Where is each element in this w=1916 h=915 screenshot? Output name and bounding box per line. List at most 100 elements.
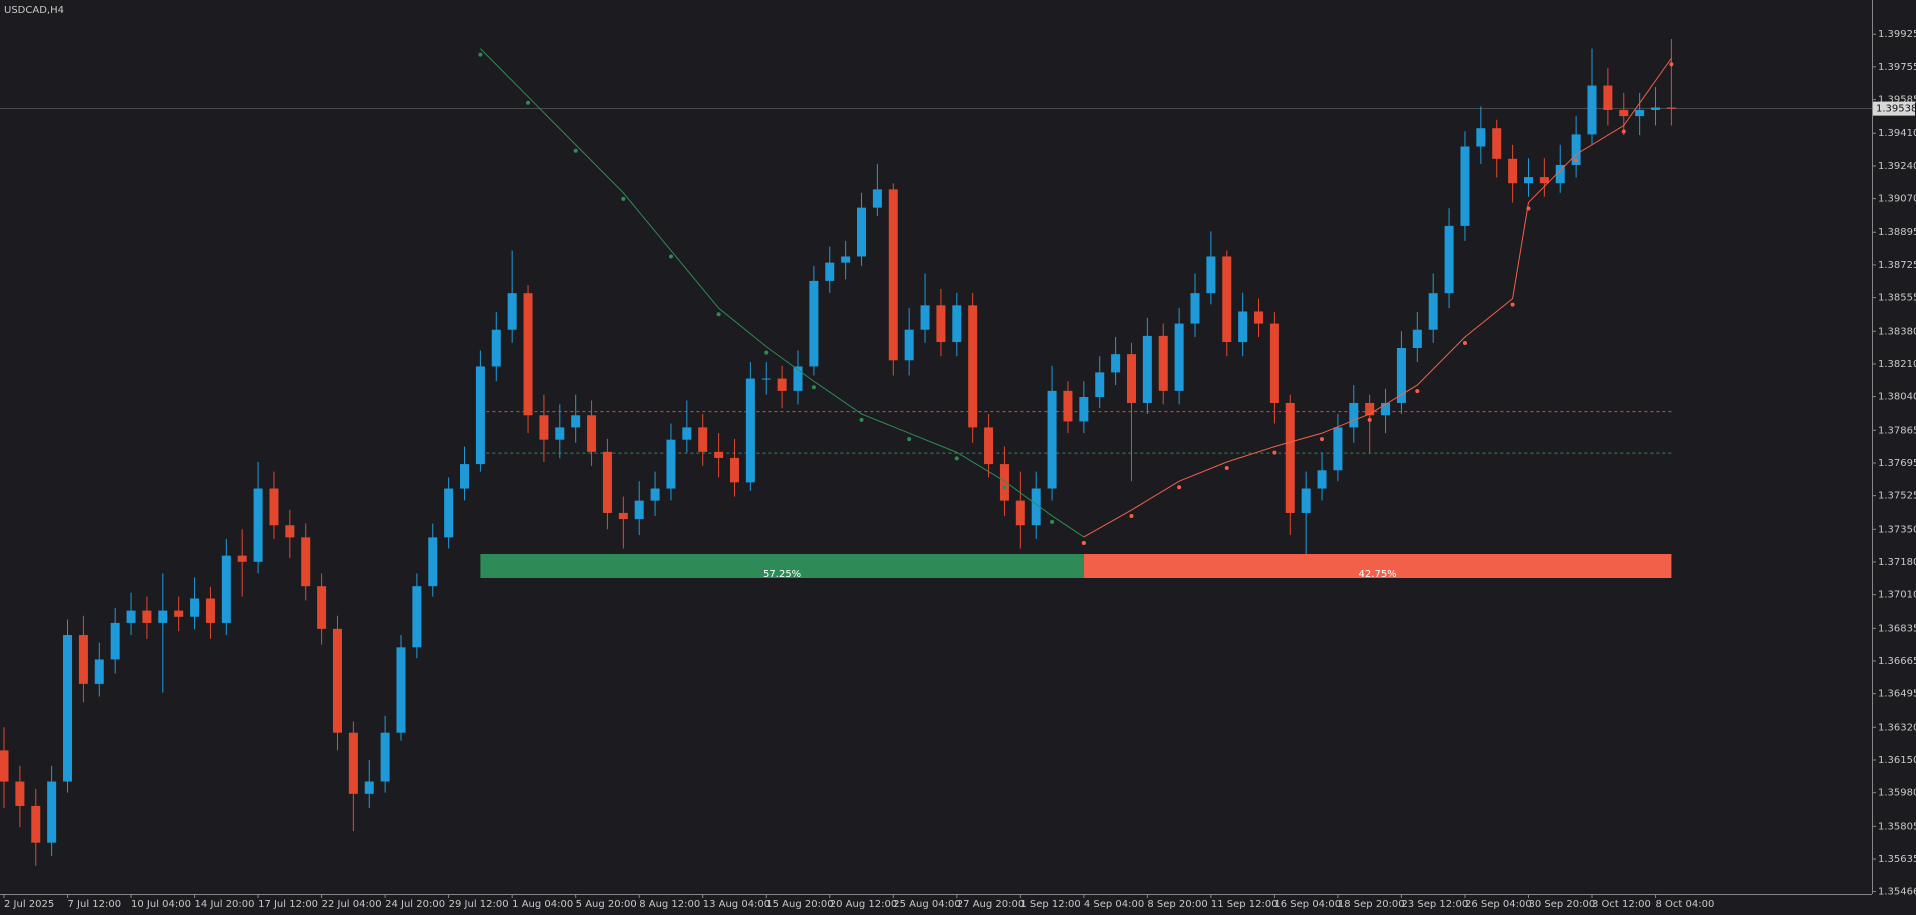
x-tick-label: 17 Jul 12:00 <box>258 899 318 910</box>
y-tick-label: 1.38555 <box>1878 293 1916 304</box>
candle-body <box>301 537 311 587</box>
candle-body <box>1555 164 1565 184</box>
candle-body <box>1444 225 1454 294</box>
overlay-dot <box>1510 302 1515 307</box>
candle-body <box>1587 85 1597 135</box>
y-tick-label: 1.37865 <box>1878 425 1916 436</box>
candle-body <box>444 488 454 538</box>
x-tick-label: 3 Oct 12:00 <box>1592 899 1651 910</box>
candle-body <box>523 293 533 416</box>
candle-body <box>1238 311 1248 343</box>
split-bar <box>480 554 1084 578</box>
candle-body <box>1111 354 1121 373</box>
candle-body <box>253 488 263 562</box>
candle-body <box>872 189 882 208</box>
x-tick-label: 1 Aug 04:00 <box>512 899 573 910</box>
candle-body <box>94 659 104 684</box>
candle-body <box>205 598 215 623</box>
candle-body <box>285 525 295 538</box>
candle-body <box>1301 488 1311 513</box>
x-tick-label: 22 Jul 04:00 <box>322 899 382 910</box>
y-tick-label: 1.36495 <box>1878 689 1916 700</box>
candle-body <box>1365 402 1375 416</box>
candle-body <box>412 586 422 648</box>
candle-body <box>1222 256 1232 343</box>
candle-body <box>1317 470 1327 489</box>
candle-body <box>602 451 612 513</box>
candle-body <box>1079 397 1089 422</box>
y-tick-label: 1.39585 <box>1878 95 1916 106</box>
candle-body <box>317 586 327 629</box>
candle-body <box>126 610 136 623</box>
candle-body <box>1396 347 1406 403</box>
candle-body <box>793 366 803 391</box>
y-tick-label: 1.35805 <box>1878 821 1916 832</box>
overlay-dot <box>621 196 626 201</box>
x-tick-label: 24 Jul 20:00 <box>385 899 445 910</box>
y-tick-label: 1.36150 <box>1878 755 1916 766</box>
candle-body <box>1142 335 1152 403</box>
y-tick-label: 1.39240 <box>1878 161 1916 172</box>
x-tick-label: 8 Oct 04:00 <box>1656 899 1715 910</box>
candle-body <box>1666 107 1676 109</box>
y-tick-label: 1.38895 <box>1878 227 1916 238</box>
candle-body <box>1460 146 1470 226</box>
last-price-label: 1.39538 <box>1876 104 1916 115</box>
y-tick-label: 1.37525 <box>1878 491 1916 502</box>
candle-body <box>491 329 501 367</box>
last-price-box <box>1873 101 1915 116</box>
overlay-dot <box>1367 417 1372 422</box>
candle-body <box>1428 293 1438 330</box>
candle-body <box>825 262 835 281</box>
candle-body <box>1492 128 1502 159</box>
y-tick-label: 1.39410 <box>1878 128 1916 139</box>
x-tick-label: 18 Sep 20:00 <box>1338 899 1405 910</box>
x-tick-label: 15 Aug 20:00 <box>766 899 833 910</box>
y-tick-label: 1.39925 <box>1878 29 1916 40</box>
candle-body <box>269 488 279 526</box>
candle-body <box>332 628 342 733</box>
candle-body <box>968 305 978 428</box>
overlay-dot <box>1272 450 1277 455</box>
y-tick-label: 1.39755 <box>1878 62 1916 73</box>
candle-body <box>587 415 597 452</box>
candle-body <box>650 488 660 501</box>
y-tick-label: 1.37010 <box>1878 590 1916 601</box>
candle-body <box>507 293 517 330</box>
x-tick-label: 1 Sep 12:00 <box>1020 899 1080 910</box>
overlay-dot <box>1415 389 1420 394</box>
candle-body <box>984 427 994 465</box>
candle-body <box>1603 85 1613 110</box>
x-tick-label: 14 Jul 20:00 <box>195 899 255 910</box>
overlay-dot <box>764 350 769 355</box>
x-tick-label: 16 Sep 04:00 <box>1274 899 1341 910</box>
x-tick-label: 5 Aug 20:00 <box>576 899 637 910</box>
split-label: 57.25% <box>763 569 801 580</box>
candle-body <box>142 610 152 623</box>
candle-body <box>1126 354 1136 403</box>
candle-body <box>63 635 73 782</box>
y-tick-label: 1.35466 <box>1878 887 1916 898</box>
candle-body <box>158 610 168 623</box>
x-tick-label: 20 Aug 12:00 <box>830 899 897 910</box>
candle-body <box>31 805 41 843</box>
candle-body <box>0 750 9 782</box>
candle-body <box>809 280 819 367</box>
overlay-dot <box>1462 341 1467 346</box>
candle-body <box>1523 177 1533 184</box>
overlay-dot <box>573 148 578 153</box>
candle-body <box>1333 427 1343 471</box>
candle-body <box>952 305 962 343</box>
x-tick-label: 23 Sep 12:00 <box>1401 899 1468 910</box>
candle-body <box>1508 158 1518 184</box>
candle-body <box>729 457 739 483</box>
candle-body <box>841 256 851 263</box>
candle-body <box>634 500 644 520</box>
candle-body <box>364 781 374 794</box>
candle-body <box>1158 335 1168 391</box>
overlay-dot <box>668 254 673 259</box>
x-tick-label: 29 Jul 12:00 <box>449 899 509 910</box>
x-tick-label: 30 Sep 20:00 <box>1528 899 1595 910</box>
x-tick-label: 10 Jul 04:00 <box>131 899 191 910</box>
